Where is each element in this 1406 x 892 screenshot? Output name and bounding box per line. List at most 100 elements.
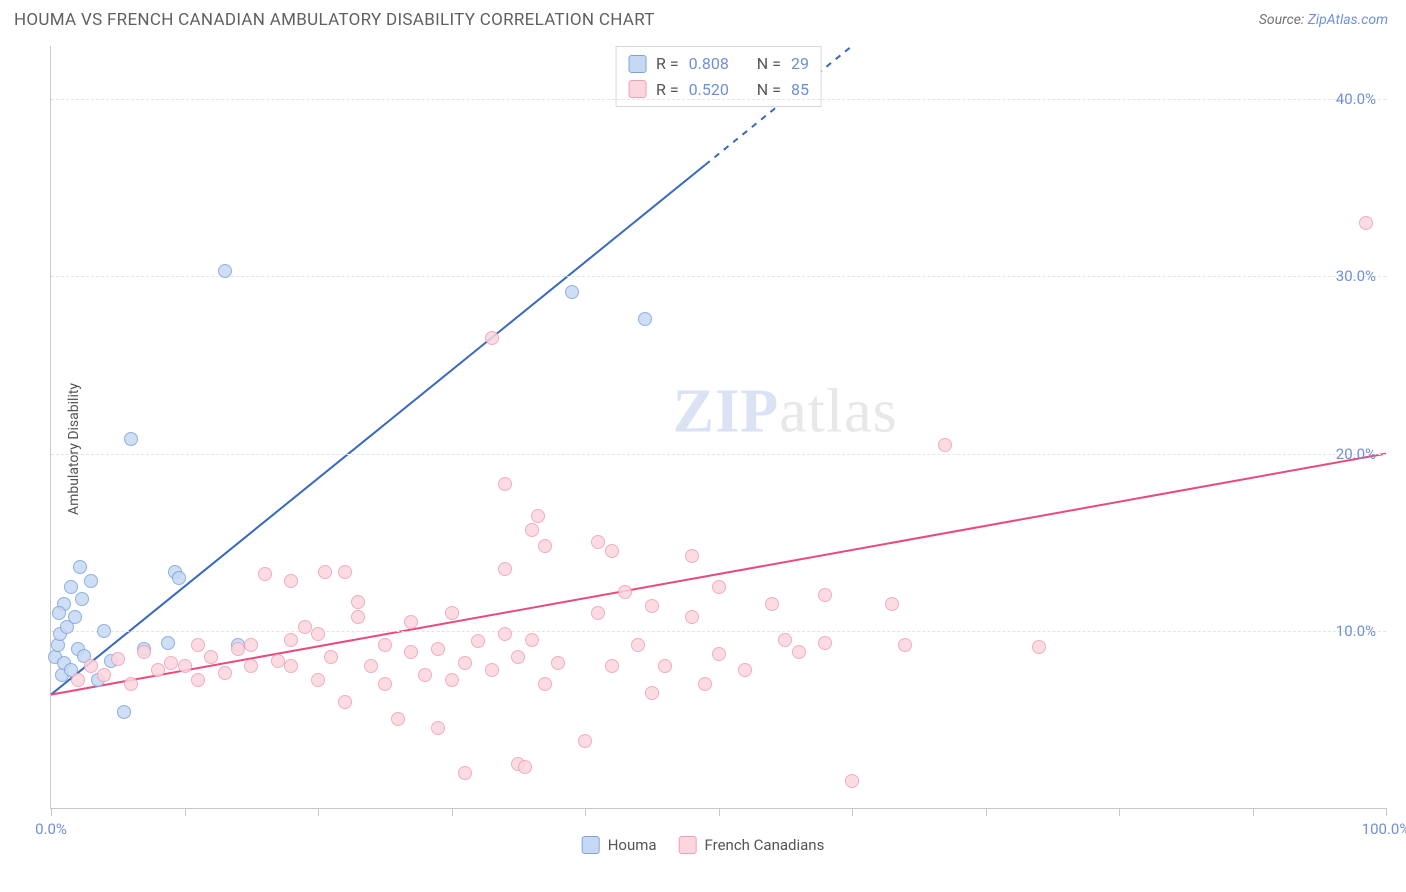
data-point [685,610,699,624]
x-tick [51,808,52,816]
x-tick-label: 0.0% [35,820,67,838]
series-legend: Houma French Canadians [582,836,825,854]
chart-container: Ambulatory Disability ZIPatlas R = 0.808… [0,34,1406,864]
data-point [298,620,312,634]
data-point [64,580,78,594]
x-tick [986,808,987,816]
n-label: N = [757,51,781,77]
data-point [645,686,659,700]
stats-legend-row-houma: R = 0.808 N = 29 [628,51,809,77]
legend-item-french: French Canadians [679,836,825,854]
legend-label-french: French Canadians [705,836,825,854]
data-point [191,673,205,687]
data-point [518,760,532,774]
data-point [531,509,545,523]
houma-r-value: 0.808 [689,51,729,77]
data-point [525,633,539,647]
data-point [565,285,579,299]
data-point [204,650,218,664]
data-point [591,535,605,549]
data-point [231,642,245,656]
data-point [284,659,298,673]
data-point [284,574,298,588]
trend-lines-layer [51,46,1386,808]
data-point [218,264,232,278]
stats-legend: R = 0.808 N = 29 R = 0.520 N = 85 [615,46,822,107]
data-point [792,645,806,659]
data-point [525,523,539,537]
x-tick [185,808,186,816]
data-point [538,539,552,553]
data-point [631,638,645,652]
data-point [498,562,512,576]
data-point [818,588,832,602]
source-prefix: Source: [1259,12,1308,28]
data-point [161,636,175,650]
data-point [638,312,652,326]
data-point [712,647,726,661]
data-point [445,673,459,687]
y-tick-label: 20.0% [1336,445,1376,463]
x-tick [719,808,720,816]
data-point [765,597,779,611]
chart-title: HOUMA VS FRENCH CANADIAN AMBULATORY DISA… [14,10,655,30]
data-point [885,597,899,611]
data-point [258,567,272,581]
data-point [431,721,445,735]
plot-area: ZIPatlas R = 0.808 N = 29 R = 0.520 N = … [50,46,1386,809]
data-point [172,571,186,585]
data-point [445,606,459,620]
data-point [471,634,485,648]
swatch-houma-bottom [582,836,600,854]
data-point [351,610,365,624]
data-point [1032,640,1046,654]
data-point [244,659,258,673]
x-tick [1119,808,1120,816]
gridline [51,454,1386,455]
data-point [164,656,178,670]
data-point [458,656,472,670]
data-point [845,774,859,788]
data-point [52,606,66,620]
x-tick [585,808,586,816]
data-point [712,580,726,594]
swatch-houma [628,55,646,73]
data-point [378,638,392,652]
data-point [485,331,499,345]
data-point [318,565,332,579]
x-tick [318,808,319,816]
data-point [404,645,418,659]
data-point [578,734,592,748]
y-tick-label: 40.0% [1336,90,1376,108]
data-point [418,668,432,682]
source-attribution: Source: ZipAtlas.com [1259,12,1388,28]
data-point [84,659,98,673]
y-tick-label: 30.0% [1336,267,1376,285]
source-link[interactable]: ZipAtlas.com [1308,12,1388,28]
data-point [605,544,619,558]
chart-header: HOUMA VS FRENCH CANADIAN AMBULATORY DISA… [0,0,1406,34]
data-point [84,574,98,588]
data-point [431,642,445,656]
data-point [351,595,365,609]
data-point [458,766,472,780]
data-point [73,560,87,574]
data-point [218,666,232,680]
data-point [485,663,499,677]
data-point [364,659,378,673]
gridline [51,631,1386,632]
x-tick [1386,808,1387,816]
data-point [738,663,752,677]
data-point [658,659,672,673]
data-point [68,610,82,624]
data-point [178,659,192,673]
data-point [117,705,131,719]
data-point [1359,216,1373,230]
data-point [618,585,632,599]
data-point [111,652,125,666]
data-point [124,432,138,446]
data-point [97,668,111,682]
data-point [685,549,699,563]
data-point [391,712,405,726]
data-point [338,695,352,709]
